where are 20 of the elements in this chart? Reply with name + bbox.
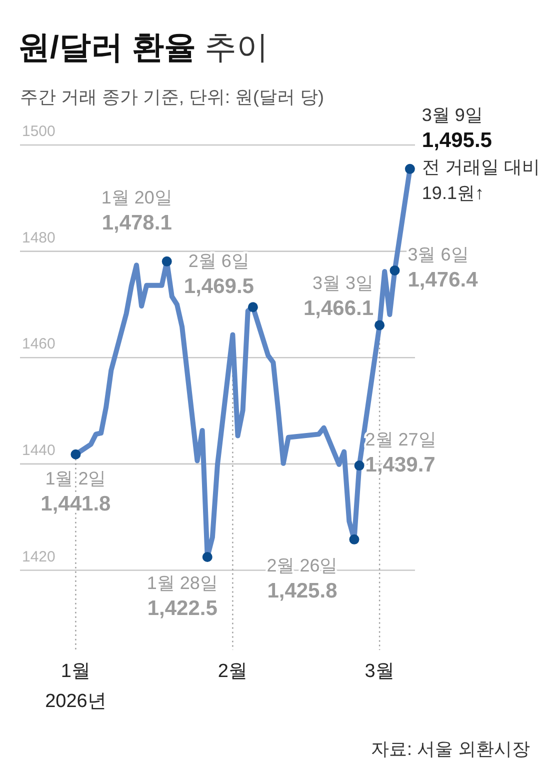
y-tick-label: 1440 — [22, 442, 56, 459]
chart-subtitle: 주간 거래 종가 기준, 단위: 원(달러 당) — [20, 87, 324, 107]
y-tick-label: 1460 — [22, 336, 56, 353]
y-tick-label: 1500 — [22, 123, 56, 140]
annotation: 2월 26일 1,425.8 — [266, 555, 338, 602]
x-tick-label: 3월 — [364, 661, 394, 682]
annotation: 2월 6일 1,469.5 — [184, 251, 254, 298]
x-tick-label: 2월 — [218, 661, 248, 682]
annotation: 3월 9일 1,495.5 전 거래일 대비 19.1원↑ — [422, 104, 540, 203]
x-tick-label: 1월 2026년 — [45, 661, 106, 712]
annotation: 1월 28일 1,422.5 — [146, 572, 218, 620]
annotation: 1월 2일 1,441.8 — [40, 468, 112, 516]
y-tick-label: 1420 — [22, 548, 56, 566]
y-tick-label: 1480 — [22, 229, 56, 246]
annotation: 3월 6일 1,476.4 — [408, 244, 478, 292]
annotation: 2월 27일 1,439.7 — [365, 430, 436, 477]
chart-title: 원/달러 환율 추이 — [18, 29, 269, 65]
annotation: 1월 20일 1,478.1 — [101, 187, 172, 234]
text: 자료: 서울 외환시장 — [370, 739, 530, 759]
annotation: 3월 3일 1,466.1 — [303, 273, 374, 320]
